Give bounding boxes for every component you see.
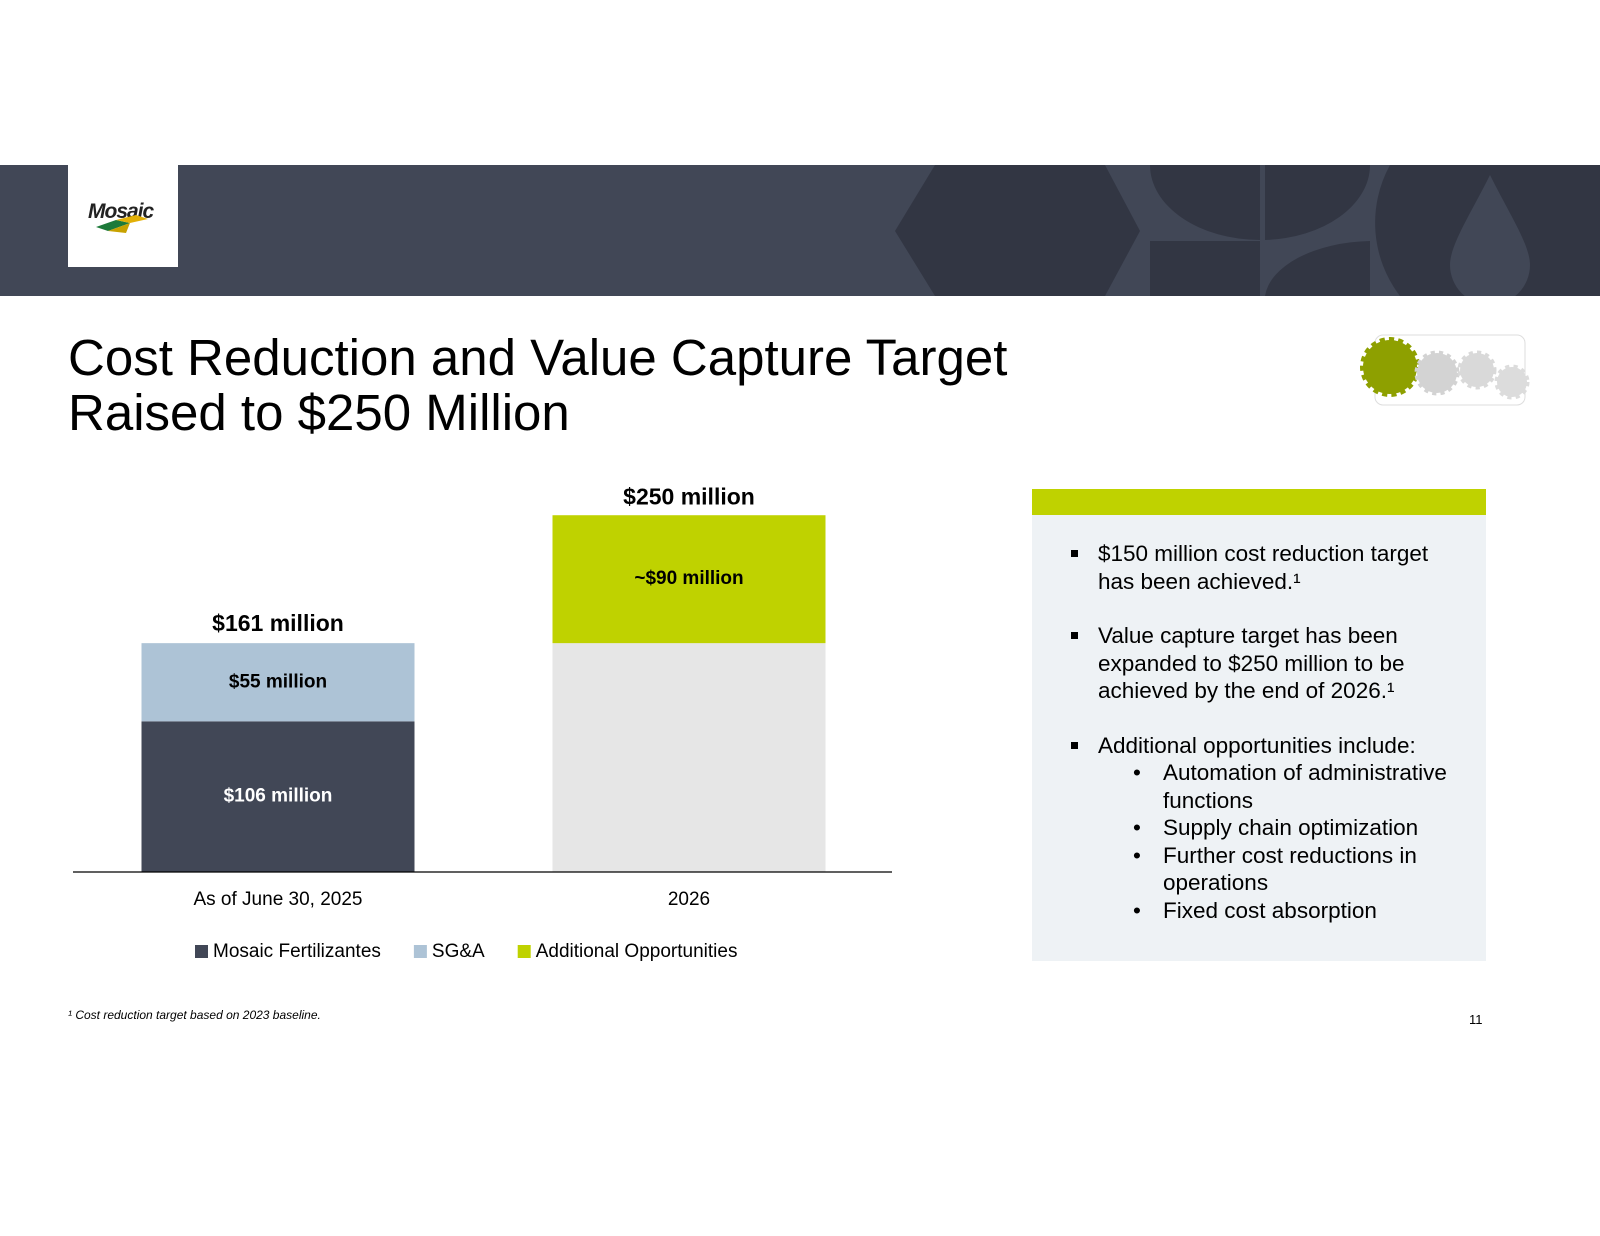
bar-segment: [552, 643, 826, 872]
footnote: ¹ Cost reduction target based on 2023 ba…: [68, 1008, 321, 1022]
bullet-text: Additional opportunities include:: [1071, 732, 1468, 760]
bar-segment: [141, 721, 415, 872]
bar-segment: [141, 643, 415, 722]
value-label: ~$90 million: [634, 568, 743, 589]
x-tick-label: As of June 30, 2025: [193, 889, 362, 910]
bullet-list: $150 million cost reduction target has b…: [1071, 540, 1468, 925]
header-band: [0, 165, 1600, 296]
panel: $150 million cost reduction target has b…: [1032, 515, 1486, 961]
bullet-item: Value capture target has been expanded t…: [1071, 622, 1468, 705]
legend-swatch: [517, 945, 531, 958]
total-label: $161 million: [212, 610, 344, 636]
legend-label: SG&A: [432, 941, 485, 962]
bullet-item: Additional opportunities include:Automat…: [1071, 732, 1468, 925]
logo-mark: [96, 215, 148, 233]
value-label: $55 million: [229, 671, 327, 692]
total-label: $250 million: [623, 484, 755, 510]
title-line: Raised to $250 Million: [68, 384, 570, 441]
legend-label: Additional Opportunities: [536, 941, 738, 962]
bullet-text: Value capture target has been expanded t…: [1071, 622, 1468, 705]
header-decor: [895, 165, 1600, 296]
legend-label: Mosaic Fertilizantes: [213, 941, 381, 962]
chart: $106 million $55 million $161 million As of…: [73, 484, 892, 962]
logo: Mosaic: [68, 165, 178, 267]
value-label: $106 million: [224, 786, 333, 807]
legend-swatch: [195, 945, 208, 958]
legend-swatch: [413, 945, 427, 958]
gears-graphic: [1360, 334, 1530, 406]
bar-segment: [552, 515, 826, 644]
title: Cost Reduction and Value Capture Target R…: [68, 330, 1007, 440]
x-tick-label: 2026: [668, 889, 710, 910]
panel-header: [1032, 489, 1486, 515]
sub-bullet: Fixed cost absorption: [1133, 897, 1468, 925]
sub-bullet: Automation of administrative functions: [1133, 759, 1468, 814]
title-line: Cost Reduction and Value Capture Target: [68, 329, 1008, 386]
sub-bullet: Supply chain optimization: [1133, 814, 1468, 842]
page-number: 11: [1469, 1012, 1483, 1027]
sub-bullet: Further cost reductions in operations: [1133, 842, 1468, 897]
bullet-text: $150 million cost reduction target has b…: [1071, 540, 1468, 595]
bullet-item: $150 million cost reduction target has b…: [1071, 540, 1468, 595]
